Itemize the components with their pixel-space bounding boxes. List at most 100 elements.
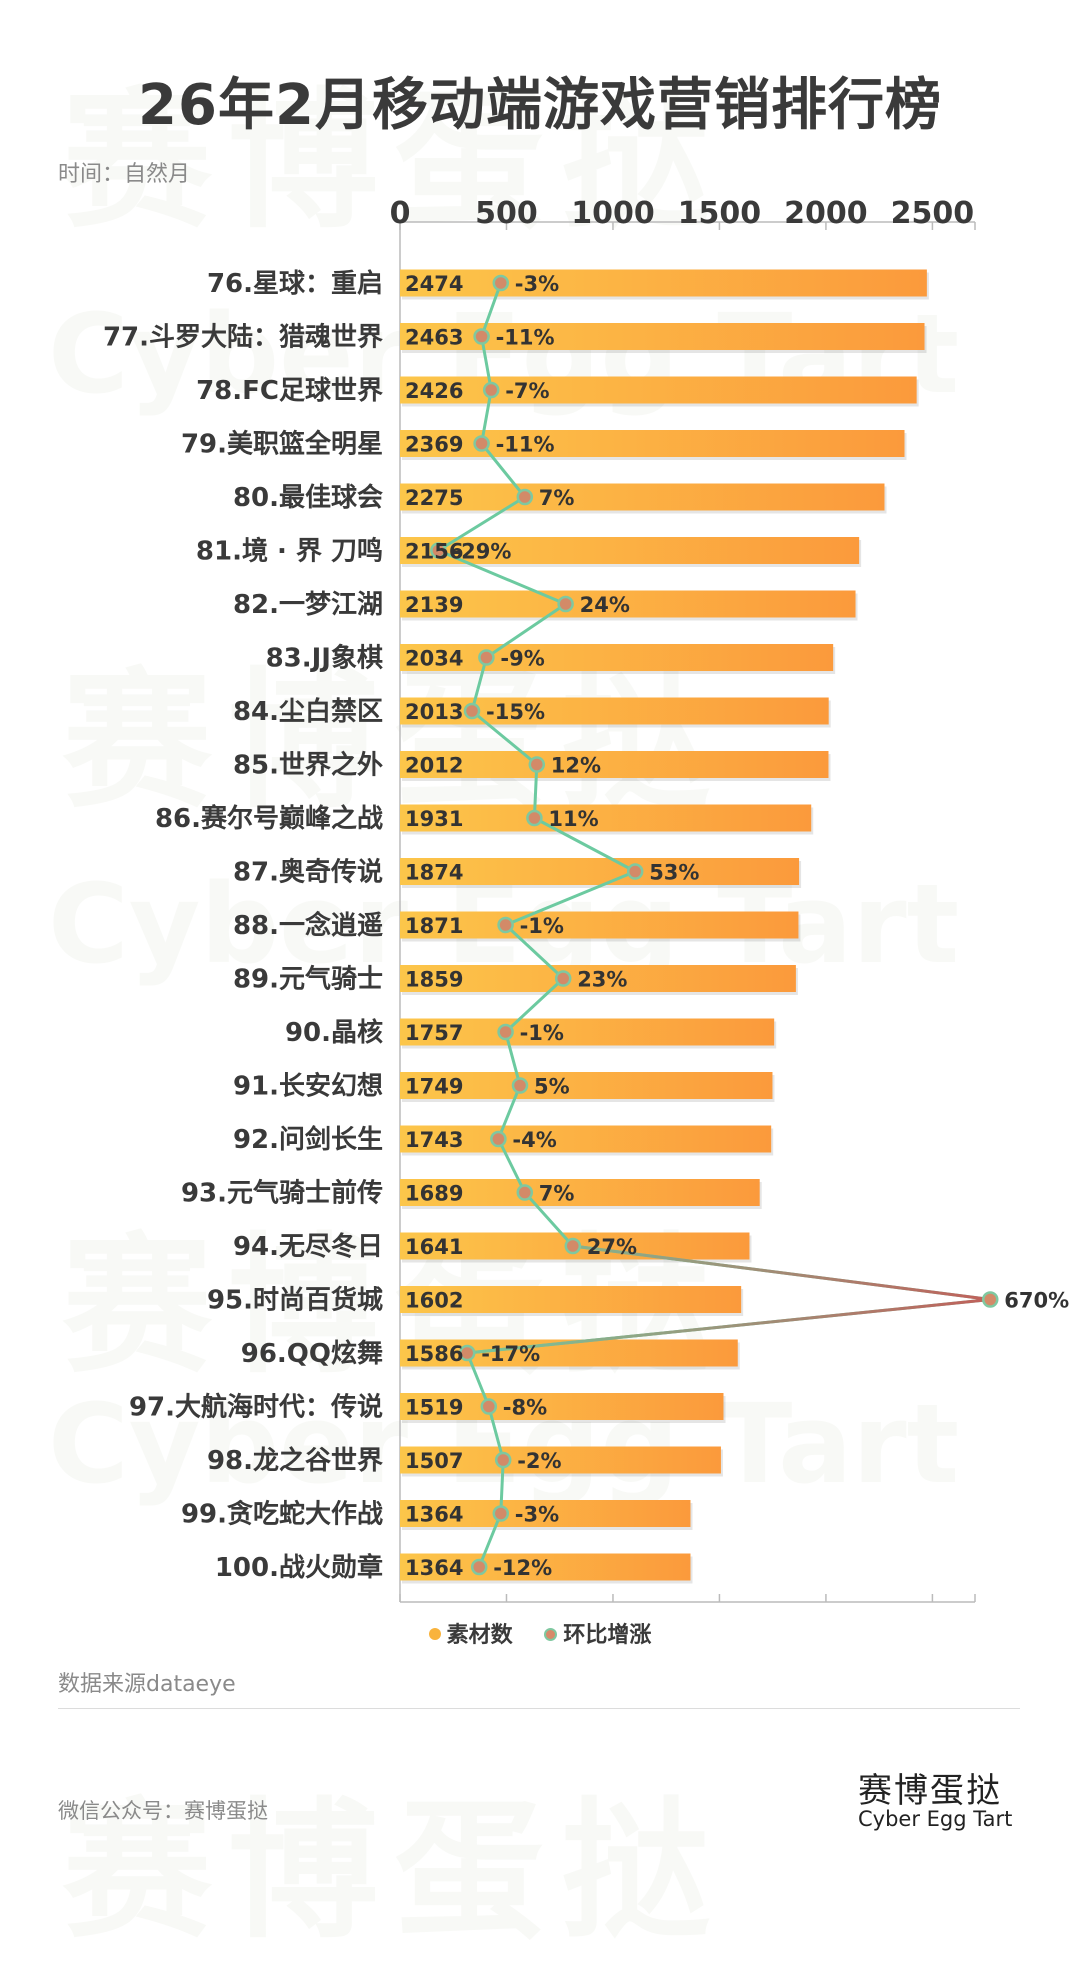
growth-point[interactable] — [557, 595, 574, 613]
bar[interactable] — [400, 1286, 742, 1313]
bar[interactable] — [400, 911, 799, 939]
growth-label: -3% — [515, 272, 559, 296]
category-label: 84.尘白禁区 — [233, 696, 383, 727]
growth-point[interactable] — [458, 1344, 476, 1362]
legend-bar-swatch — [428, 1628, 441, 1640]
growth-label: -3% — [515, 1503, 559, 1527]
bar[interactable] — [400, 1125, 772, 1153]
growth-point[interactable] — [478, 649, 495, 666]
category-label: 86.赛尔号巅峰之战 — [155, 803, 383, 834]
growth-label: 53% — [649, 861, 699, 885]
bar[interactable] — [400, 1018, 775, 1046]
legend-item-line[interactable]: 环比增涨 — [544, 1617, 651, 1649]
growth-point[interactable] — [430, 542, 447, 559]
category-label: 83.JJ象棋 — [266, 643, 383, 674]
bar[interactable] — [400, 751, 829, 778]
data-source: 数据来源dataeye — [58, 1672, 236, 1697]
bar[interactable] — [400, 804, 812, 832]
growth-point[interactable] — [516, 488, 534, 506]
category-label: 81.境 · 界 刀鸣 — [196, 536, 383, 567]
growth-label: -11% — [496, 326, 555, 350]
chart-legend: 素材数 环比增涨 — [0, 1617, 1080, 1649]
bar-value-label: 1749 — [405, 1075, 463, 1099]
category-label: 92.问剑长生 — [233, 1124, 383, 1155]
growth-label: 12% — [551, 754, 601, 778]
growth-point[interactable] — [497, 1023, 514, 1041]
bar-value-label: 2275 — [405, 486, 463, 510]
x-tick-label: 1500 — [678, 200, 762, 231]
bar-value-label: 2013 — [405, 700, 463, 724]
growth-point[interactable] — [564, 1237, 582, 1255]
bar[interactable] — [400, 537, 860, 564]
bar[interactable] — [400, 858, 800, 885]
category-label: 100.战火勋章 — [215, 1552, 383, 1583]
growth-point[interactable] — [511, 1077, 529, 1094]
wechat-account: 微信公众号：赛博蛋挞 — [58, 1799, 268, 1823]
growth-point[interactable] — [526, 809, 543, 827]
growth-point[interactable] — [473, 328, 490, 345]
growth-point[interactable] — [473, 435, 490, 452]
bar[interactable] — [400, 269, 927, 297]
category-label: 85.世界之外 — [233, 750, 383, 781]
category-label: 79.美职篮全明星 — [181, 429, 383, 460]
growth-label: -1% — [520, 1021, 564, 1045]
growth-point[interactable] — [982, 1291, 999, 1308]
watermark-text-cn: 赛博蛋挞 — [62, 1785, 727, 1959]
bar[interactable] — [400, 590, 856, 618]
bar[interactable] — [400, 376, 917, 404]
bar[interactable] — [400, 1553, 691, 1581]
category-label: 89.元气骑士 — [233, 964, 383, 995]
bar-value-label: 1931 — [405, 807, 463, 831]
brand-logo-cn: 赛博蛋挞 — [858, 1771, 1002, 1811]
category-label: 91.长安幻想 — [233, 1072, 383, 1102]
x-tick-label: 0 — [390, 200, 411, 231]
bar[interactable] — [400, 644, 834, 671]
x-tick-label: 2500 — [891, 200, 975, 231]
category-label: 78.FC足球世界 — [196, 376, 383, 406]
legend-item-bar[interactable]: 素材数 — [428, 1617, 513, 1649]
bar[interactable] — [400, 1072, 773, 1099]
bar-value-label: 1859 — [405, 968, 463, 992]
category-label: 94.无尽冬日 — [233, 1232, 383, 1262]
growth-point[interactable] — [490, 1130, 507, 1148]
category-label: 90.晶核 — [285, 1017, 383, 1048]
growth-point[interactable] — [494, 1451, 512, 1469]
bar[interactable] — [400, 1393, 724, 1420]
bar[interactable] — [400, 1500, 691, 1527]
growth-label: 11% — [548, 807, 598, 831]
growth-label: 24% — [580, 593, 630, 617]
growth-point[interactable] — [492, 274, 510, 292]
growth-label: -11% — [496, 433, 555, 457]
growth-label: 7% — [539, 1182, 575, 1206]
growth-point[interactable] — [554, 970, 572, 987]
category-label: 76.星球：重启 — [207, 268, 383, 299]
growth-point[interactable] — [492, 1505, 510, 1522]
category-label: 99.贪吃蛇大作战 — [181, 1499, 383, 1530]
growth-point[interactable] — [528, 756, 546, 773]
bar-value-label: 2474 — [405, 272, 463, 296]
x-tick-label: 500 — [475, 200, 538, 231]
bar-value-label: 2463 — [405, 326, 463, 350]
growth-label: -29% — [452, 540, 511, 564]
bar[interactable] — [400, 1179, 760, 1206]
growth-label: 670% — [1004, 1289, 1069, 1313]
growth-label: -7% — [505, 379, 549, 403]
growth-point[interactable] — [463, 702, 481, 720]
category-label: 82.一梦江湖 — [233, 590, 383, 620]
bar[interactable] — [400, 483, 885, 511]
growth-point[interactable] — [516, 1184, 534, 1201]
growth-point[interactable] — [480, 1398, 498, 1415]
x-tick-label: 2000 — [784, 200, 868, 231]
category-label: 95.时尚百货城 — [207, 1285, 383, 1316]
growth-point[interactable] — [497, 916, 514, 934]
bar-value-label: 1602 — [405, 1289, 463, 1313]
growth-point[interactable] — [482, 381, 500, 399]
category-label: 98.龙之谷世界 — [207, 1445, 383, 1476]
bar[interactable] — [400, 965, 796, 992]
growth-point[interactable] — [470, 1558, 488, 1576]
growth-label: -9% — [500, 647, 544, 671]
bar[interactable] — [400, 1446, 721, 1474]
growth-label: 27% — [587, 1235, 637, 1259]
growth-point[interactable] — [626, 863, 644, 880]
x-tick-label: 1000 — [571, 200, 655, 231]
